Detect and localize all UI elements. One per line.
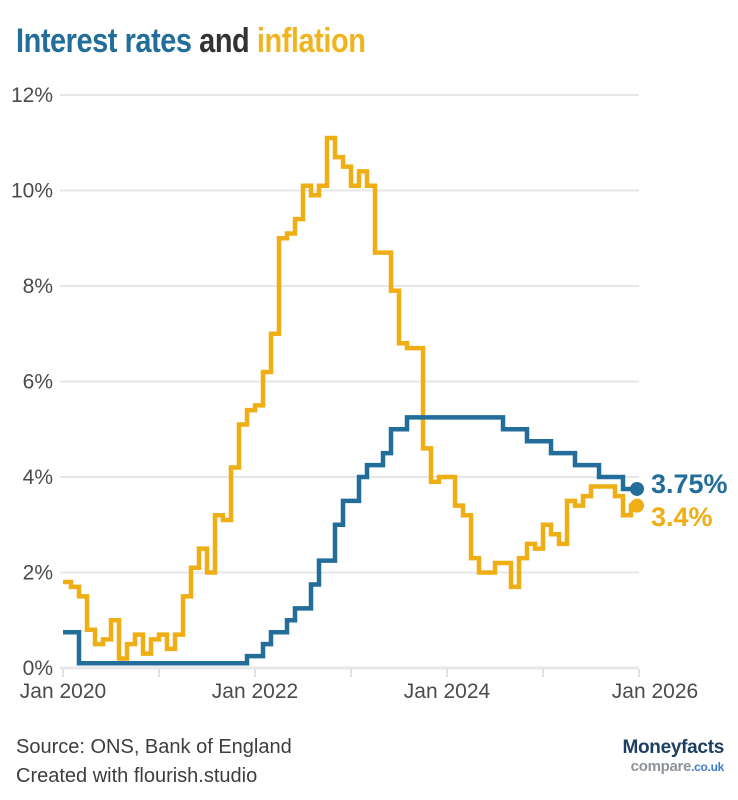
series-end-dot-inflation [630,498,644,513]
y-axis-tick-label: 2% [23,562,53,585]
series-end-value-inflation: 3.4% [651,502,713,532]
logo-couk-text: .co.uk [691,760,724,774]
series-line-interest-rates [63,415,637,666]
y-axis-tick-label: 4% [23,466,53,489]
step-line-chart[interactable]: 0% 2% 4% 6% 8% 10% 12% Jan 2020 Jan 2022 Jan 2024… [0,78,738,728]
chart-footer: Source: ONS, Bank of England Created wit… [16,733,292,791]
title-part-and: and [191,22,257,60]
title-part-interest-rates: Interest rates [16,22,192,60]
x-axis-tick-label: Jan 2020 [20,680,106,703]
logo-moneyfacts-text: Moneyfacts [622,737,724,758]
logo-compare-text: compare.co.uk [630,758,725,775]
y-axis-tick-label: 6% [23,371,53,394]
series-end-value-interest-rates: 3.75% [651,469,728,499]
series-line-inflation [63,135,637,661]
y-axis-tick-label: 8% [23,275,53,298]
y-axis-tick-label: 12% [11,84,53,107]
y-axis-tick-label: 10% [11,180,53,203]
series-end-dot-interest-rates [630,481,644,496]
title-part-inflation: inflation [256,22,366,60]
x-axis-tick-label: Jan 2022 [212,680,298,703]
moneyfacts-logo[interactable]: Moneyfacts compare.co.uk [622,738,724,774]
y-axis-tick-label: 0% [23,657,53,680]
source-text: Source: ONS, Bank of England [16,736,292,758]
chart-area: 0% 2% 4% 6% 8% 10% 12% Jan 2020 Jan 2022 Jan 2024… [0,78,738,728]
x-axis-tick-label: Jan 2024 [404,680,491,703]
flourish-credit-text: Created with flourish.studio [16,765,258,787]
page-title: Interest rates and inflation [16,22,366,61]
x-axis-tick-label: Jan 2026 [612,680,698,703]
